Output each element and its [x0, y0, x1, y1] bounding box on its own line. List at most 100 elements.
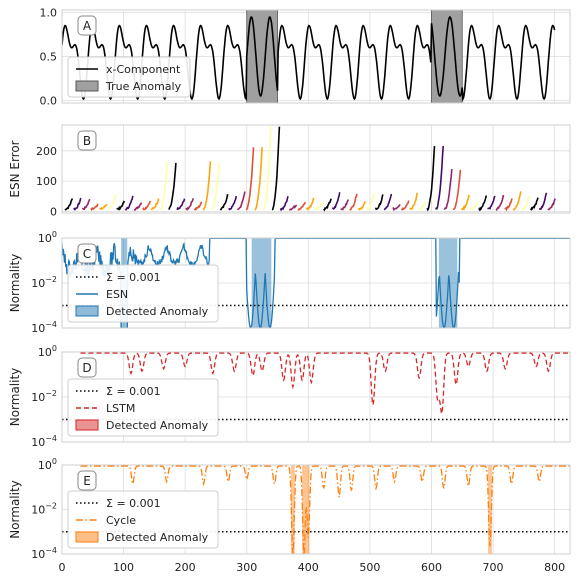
panel-label: B	[83, 134, 91, 148]
y-axis-label: Normality	[8, 480, 22, 539]
esn-error-segment	[383, 193, 393, 211]
esn-error-segment	[331, 192, 341, 210]
detected-anomaly-region	[488, 465, 492, 554]
esn-error-segment	[529, 197, 539, 211]
panel-A: 0.0 0.5 1.0 Ax-Component True Anomaly	[40, 7, 571, 107]
x-tick-label: 600	[421, 561, 442, 574]
esn-error-segment	[99, 203, 108, 211]
legend-swatch	[75, 305, 99, 317]
y-tick-label: 10−2	[31, 502, 57, 517]
lstm-normality-line	[80, 352, 570, 416]
x-tick-label: 700	[483, 561, 504, 574]
esn-error-segment	[504, 198, 513, 212]
y-tick-label: 0	[50, 205, 57, 218]
legend-box	[67, 378, 219, 437]
panel-label-box	[77, 470, 97, 491]
esn-error-segment	[314, 201, 324, 212]
x-tick-label: 800	[544, 561, 565, 574]
esn-error-segment	[323, 198, 332, 212]
esn-error-segment	[237, 191, 246, 211]
esn-error-segment	[487, 195, 496, 210]
legend-label: x-Component	[106, 63, 181, 76]
panel-D: 10−4 10−2 100 Normality D Σ = 0.001 LSTM Detect…	[8, 344, 571, 449]
legend-label: Detected Anomaly	[106, 419, 209, 432]
panel-E: 10−4 10−2 100 Normality E Σ = 0.001 Cycle Detec…	[8, 457, 571, 561]
esn-error-segment	[392, 204, 401, 212]
esn-error-segment	[228, 195, 238, 211]
esn-error-segment	[305, 197, 315, 211]
esn-error-segment	[426, 146, 436, 212]
y-tick-label: 0.5	[40, 51, 58, 64]
x-tick-label: 400	[298, 561, 319, 574]
esn-error-segment	[202, 161, 212, 211]
esn-error-segment	[168, 162, 177, 210]
esn-error-segment	[460, 194, 470, 211]
legend-label: Cycle	[106, 514, 136, 527]
x-component-line	[62, 15, 556, 102]
x-tick-label: 0	[59, 561, 66, 574]
legend-swatch	[75, 80, 99, 92]
esn-error-segment	[366, 192, 375, 211]
esn-error-segment	[73, 197, 82, 211]
esn-error-segment	[262, 126, 272, 210]
esn-error-segment	[159, 162, 169, 211]
esn-error-segment	[271, 126, 281, 211]
esn-error-segment	[219, 193, 229, 211]
legend-box	[67, 264, 219, 323]
esn-error-segment	[107, 194, 117, 211]
axes-frame	[61, 464, 571, 555]
y-tick-label: 10−2	[31, 275, 57, 290]
y-tick-label: 10−4	[31, 434, 57, 449]
legend-swatch	[75, 531, 99, 543]
esn-error-segment	[81, 198, 91, 211]
panel-label: A	[83, 19, 92, 33]
legend-box	[67, 490, 219, 549]
legend-label: Σ = 0.001	[106, 271, 161, 284]
esn-error-segment	[340, 199, 350, 211]
y-tick-label: 0.0	[40, 94, 58, 107]
esn-error-segment	[193, 201, 203, 211]
axes-frame	[61, 237, 571, 329]
panel-label: D	[82, 361, 91, 375]
esn-error-segment	[349, 193, 358, 211]
esn-error-segment	[90, 203, 99, 212]
x-tick-label: 300	[236, 561, 257, 574]
esn-error-segment	[288, 204, 298, 211]
esn-error-segment	[150, 198, 160, 211]
legend-swatch	[75, 419, 99, 431]
esn-error-segment	[435, 145, 444, 210]
esn-error-segment	[116, 200, 125, 211]
y-tick-label: 100	[36, 175, 57, 188]
esn-error-segment	[521, 195, 531, 211]
panel-label-box	[77, 15, 97, 36]
y-axis-label: Normality	[8, 254, 22, 313]
legend-label: True Anomaly	[105, 80, 182, 93]
axes-frame	[61, 9, 571, 104]
panel-label-box	[77, 130, 97, 151]
y-tick-label: 100	[38, 230, 57, 245]
esn-error-segment	[443, 169, 453, 211]
axes-frame	[61, 124, 571, 214]
esn-error-segment	[495, 194, 505, 212]
esn-error-segment	[254, 147, 263, 211]
x-tick-label: 200	[175, 561, 196, 574]
esn-error-segment	[297, 201, 306, 211]
esn-error-segment	[210, 162, 220, 211]
legend-label: ESN	[106, 288, 128, 301]
esn-error-segment	[478, 195, 488, 212]
y-tick-label: 10−2	[31, 389, 57, 404]
plot-area	[64, 126, 556, 212]
esn-error-segment	[374, 194, 384, 211]
esn-error-segment	[538, 192, 548, 211]
y-tick-label: 10−4	[31, 546, 57, 561]
y-tick-label: 200	[36, 145, 57, 158]
esn-error-segment	[176, 198, 186, 211]
legend-label: Σ = 0.001	[106, 497, 161, 510]
x-tick-label: 100	[113, 561, 134, 574]
y-tick-label: 100	[38, 457, 57, 472]
plot-area	[62, 10, 556, 103]
esn-error-segment	[409, 192, 419, 211]
axes-frame	[61, 351, 571, 443]
y-tick-label: 100	[38, 344, 57, 359]
esn-error-segment	[64, 198, 74, 211]
